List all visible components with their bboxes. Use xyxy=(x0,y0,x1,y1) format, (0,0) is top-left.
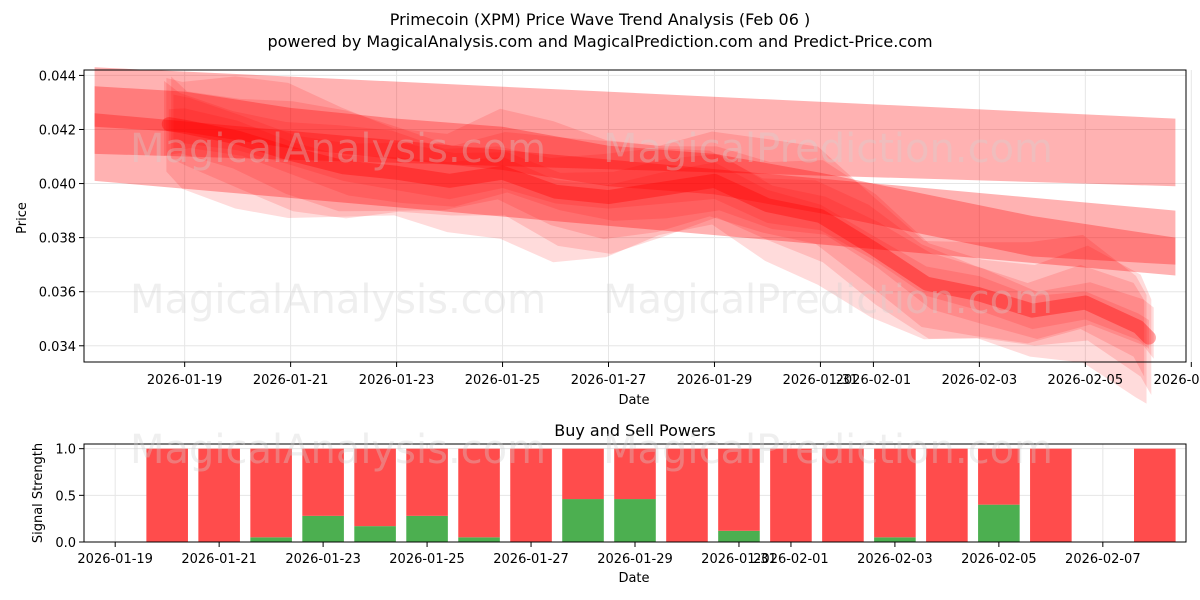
top-plot-frame xyxy=(83,69,1187,363)
buy-bar xyxy=(458,537,500,542)
sell-bar xyxy=(510,448,552,542)
y-tick-label: 0.5 xyxy=(55,489,76,504)
buy-sell-plot: 2026-01-19 2026-01-21 2026-01-23 2026-01-25… xyxy=(55,443,1187,567)
x-tick-label: 2026-01-29 xyxy=(597,552,673,567)
x-tick-label: 2026-01-25 xyxy=(465,373,541,388)
trend-band xyxy=(94,67,1176,187)
y-tick-label: 0.040 xyxy=(39,178,76,193)
watermark-prediction-top: MagicalPrediction.com xyxy=(603,126,1053,172)
sell-bar xyxy=(406,448,448,516)
sell-bar xyxy=(1134,448,1176,542)
price-wave-band xyxy=(166,76,1147,404)
watermark-prediction-mid: MagicalPrediction.com xyxy=(603,277,1053,323)
x-tick-label: 2026-02-05 xyxy=(1048,373,1124,388)
x-tick-label: 2026-02-03 xyxy=(857,552,933,567)
sell-bar xyxy=(250,448,292,538)
buy-bar xyxy=(978,504,1020,542)
y-tick-label: 0.034 xyxy=(39,340,76,355)
x-tick-label: 2026-01-27 xyxy=(493,552,569,567)
sell-bar xyxy=(562,448,604,500)
x-tick-label: 2026-02-07 xyxy=(1154,373,1200,388)
watermark-analysis-top: MagicalAnalysis.com xyxy=(130,126,546,172)
buy-bar xyxy=(718,530,760,542)
x-tick-label: 2026-01-23 xyxy=(359,373,435,388)
price-wave-band xyxy=(164,80,1145,377)
sell-bar xyxy=(666,448,708,542)
x-tick-label: 2026-01-27 xyxy=(571,373,647,388)
buy-bar xyxy=(302,515,344,542)
bottom-x-axis-label: Date xyxy=(618,571,649,586)
watermark-analysis-bottom: MagicalAnalysis.com xyxy=(130,427,546,473)
sell-bar xyxy=(718,448,760,531)
buy-bar xyxy=(354,526,396,542)
sell-bar xyxy=(198,448,240,542)
buy-bar xyxy=(562,499,604,542)
x-tick-label: 2026-02-03 xyxy=(942,373,1018,388)
x-tick-label: 2026-02-01 xyxy=(836,373,912,388)
y-tick-label: 0.0 xyxy=(55,536,76,551)
x-tick-label: 2026-02-05 xyxy=(961,552,1037,567)
sell-bar xyxy=(458,448,500,538)
x-tick-label: 2026-01-21 xyxy=(253,373,329,388)
top-x-axis-label: Date xyxy=(618,393,649,408)
y-tick-label: 0.038 xyxy=(39,232,76,247)
sell-bar xyxy=(1030,448,1072,542)
main-title: Primecoin (XPM) Price Wave Trend Analysi… xyxy=(390,10,810,29)
y-tick-label: 0.036 xyxy=(39,286,76,301)
sell-bar xyxy=(146,448,188,542)
sell-bar xyxy=(354,448,396,527)
y-tick-label: 0.042 xyxy=(39,123,76,138)
x-tick-label: 2026-02-07 xyxy=(1065,552,1141,567)
sell-bar xyxy=(978,448,1020,505)
price-wave-band xyxy=(173,94,1154,359)
sell-bar xyxy=(822,448,864,542)
x-tick-label: 2026-01-25 xyxy=(389,552,465,567)
x-tick-label: 2026-01-31 xyxy=(783,373,859,388)
buy-bar xyxy=(250,537,292,542)
trend-band xyxy=(94,86,1176,265)
buy-bar xyxy=(406,515,448,542)
price-wave-line xyxy=(161,117,1156,345)
buy-bar xyxy=(874,537,916,542)
x-tick-label: 2026-01-19 xyxy=(147,373,223,388)
x-tick-label: 2026-01-31 xyxy=(701,552,777,567)
sell-bar xyxy=(926,448,968,542)
bottom-y-axis-label: Signal Strength xyxy=(31,443,46,543)
sell-bar xyxy=(874,448,916,538)
top-y-axis-label: Price xyxy=(15,202,30,234)
watermark-prediction-bottom: MagicalPrediction.com xyxy=(603,427,1053,473)
sell-bar xyxy=(302,448,344,516)
x-tick-label: 2026-01-19 xyxy=(77,552,153,567)
sell-bar xyxy=(770,448,812,542)
buy-bar xyxy=(614,499,656,542)
trend-band xyxy=(94,113,1176,276)
x-tick-label: 2026-01-23 xyxy=(285,552,361,567)
main-subtitle: powered by MagicalAnalysis.com and Magic… xyxy=(267,32,932,51)
price-wave-band xyxy=(168,108,1149,349)
price-wave-band xyxy=(171,76,1152,396)
x-tick-label: 2026-01-21 xyxy=(181,552,257,567)
x-tick-label: 2026-02-01 xyxy=(753,552,829,567)
y-tick-label: 1.0 xyxy=(55,443,76,458)
x-tick-label: 2026-01-29 xyxy=(677,373,753,388)
price-plot: 2026-01-19 2026-01-21 2026-01-23 2026-01-25… xyxy=(39,67,1200,404)
sell-bar xyxy=(614,448,656,500)
bottom-chart-title: Buy and Sell Powers xyxy=(554,421,716,440)
watermark-analysis-mid: MagicalAnalysis.com xyxy=(130,277,546,323)
y-tick-label: 0.044 xyxy=(39,69,76,84)
